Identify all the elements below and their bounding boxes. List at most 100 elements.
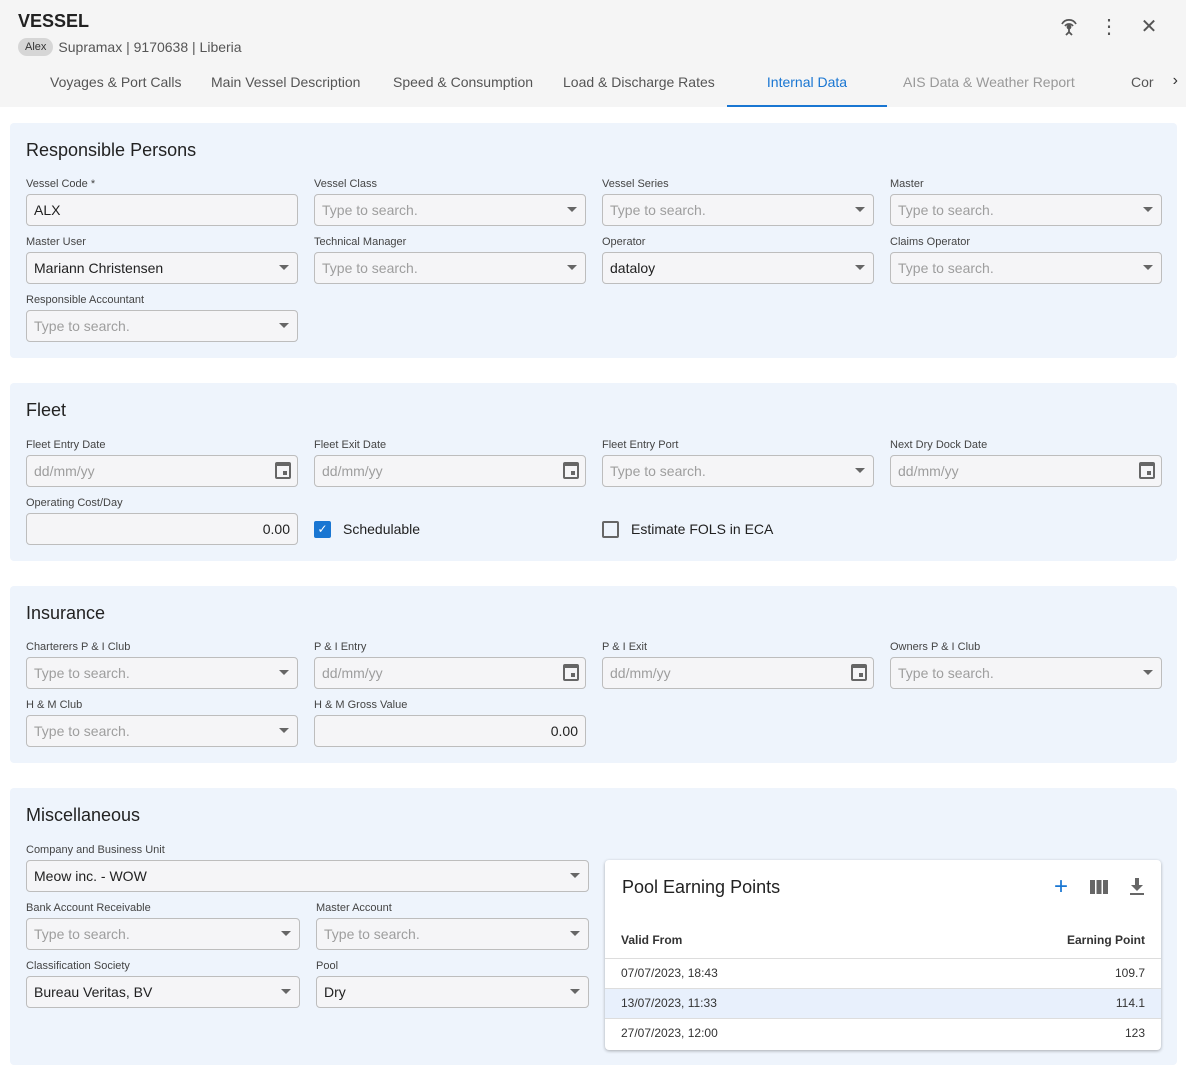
input-value: 0.00 — [550, 723, 578, 739]
dropdown-arrow-icon[interactable] — [567, 207, 577, 212]
bank-account-receivable-input[interactable]: Type to search. — [26, 918, 300, 950]
calendar-icon[interactable] — [1139, 462, 1155, 479]
charterers-p-i-club-input[interactable]: Type to search. — [26, 657, 298, 689]
company-and-business-unit-input[interactable]: Meow inc. - WOW — [26, 860, 589, 892]
close-icon[interactable]: ✕ — [1140, 15, 1158, 38]
p-i-exit-input[interactable]: dd/mm/yy — [602, 657, 874, 689]
table-row[interactable]: 27/07/2023, 12:00 123 — [605, 1018, 1161, 1048]
columns-icon[interactable] — [1089, 876, 1109, 898]
dropdown-arrow-icon[interactable] — [1143, 207, 1153, 212]
dropdown-arrow-icon[interactable] — [281, 989, 291, 994]
field-label: Responsible Accountant — [26, 294, 145, 306]
input-value: Type to search. — [322, 202, 418, 218]
cell-earning-point: 114.1 — [904, 988, 1161, 1019]
dropdown-arrow-icon[interactable] — [279, 670, 289, 675]
tab-internal-data[interactable]: Internal Data — [727, 64, 887, 107]
col-valid-from[interactable]: Valid From — [605, 922, 905, 959]
owners-p-i-club-field: Owners P & I Club Type to search. — [890, 641, 1162, 691]
classification-society-input[interactable]: Bureau Veritas, BV — [26, 976, 300, 1008]
checkbox-icon[interactable] — [602, 520, 619, 538]
dropdown-arrow-icon[interactable] — [567, 265, 577, 270]
responsible-accountant-input[interactable]: Type to search. — [26, 310, 298, 342]
add-icon[interactable]: + — [1053, 873, 1068, 900]
input-value: Type to search. — [610, 463, 706, 479]
checkbox-icon[interactable]: ✓ — [314, 520, 331, 538]
tab-main-description[interactable]: Main Vessel Description — [211, 74, 361, 90]
dropdown-arrow-icon[interactable] — [279, 265, 289, 270]
dropdown-arrow-icon[interactable] — [279, 728, 289, 733]
field-label: Claims Operator — [890, 236, 971, 248]
input-value: 0.00 — [262, 521, 290, 537]
cell-valid-from: 13/07/2023, 11:33 — [605, 988, 905, 1019]
antenna-signal-icon[interactable] — [1058, 14, 1080, 38]
tab-cor[interactable]: Cor — [1131, 74, 1154, 90]
more-vert-icon[interactable]: ⋮ — [1099, 15, 1119, 38]
checkbox-label: Estimate FOLS in ECA — [631, 521, 774, 537]
section-responsible-persons: Responsible Persons Vessel Code * ALX Vess… — [10, 123, 1177, 358]
tab-ais-weather[interactable]: AIS Data & Weather Report — [903, 74, 1075, 90]
dropdown-arrow-icon[interactable] — [281, 931, 291, 936]
calendar-icon[interactable] — [563, 664, 579, 681]
calendar-icon[interactable] — [563, 462, 579, 479]
field-label: Operator — [602, 236, 646, 248]
calendar-icon[interactable] — [275, 462, 291, 479]
cell-valid-from: 07/07/2023, 18:43 — [605, 958, 905, 989]
operator-input[interactable]: dataloy — [602, 252, 874, 284]
download-icon[interactable] — [1127, 876, 1147, 898]
chevron-right-icon[interactable]: › — [1172, 72, 1178, 89]
dropdown-arrow-icon[interactable] — [1143, 670, 1153, 675]
tab-speed-consumption[interactable]: Speed & Consumption — [393, 74, 534, 90]
vessel-series-input[interactable]: Type to search. — [602, 194, 874, 226]
calendar-icon[interactable] — [851, 664, 867, 681]
dropdown-arrow-icon[interactable] — [570, 989, 580, 994]
master-account-input[interactable]: Type to search. — [316, 918, 589, 950]
owners-p-i-club-input[interactable]: Type to search. — [890, 657, 1162, 689]
master-user-input[interactable]: Mariann Christensen — [26, 252, 298, 284]
table-row[interactable]: 13/07/2023, 11:33 114.1 — [605, 988, 1161, 1019]
field-label: Owners P & I Club — [890, 641, 981, 653]
cell-earning-point: 123 — [1124, 1026, 1145, 1041]
technical-manager-input[interactable]: Type to search. — [314, 252, 586, 284]
charterers-p-i-club-field: Charterers P & I Club Type to search. — [26, 641, 298, 691]
dropdown-arrow-icon[interactable] — [570, 873, 580, 878]
dropdown-arrow-icon[interactable] — [855, 265, 865, 270]
h-m-gross-value-input[interactable]: 0.00 — [314, 715, 586, 747]
dropdown-arrow-icon[interactable] — [279, 323, 289, 328]
classification-society-field: Classification Society Bureau Veritas, BV — [26, 960, 300, 1010]
field-label: Company and Business Unit — [26, 844, 165, 856]
master-field: Master Type to search. — [890, 178, 1162, 228]
estimate-fols-in-eca-checkbox[interactable]: Estimate FOLS in ECA — [602, 497, 874, 547]
input-value: Type to search. — [34, 926, 130, 942]
fleet-entry-date-field: Fleet Entry Date dd/mm/yy — [26, 439, 298, 489]
fleet-entry-date-input[interactable]: dd/mm/yy — [26, 455, 298, 487]
vessel-class-field: Vessel Class Type to search. — [314, 178, 586, 228]
dropdown-arrow-icon[interactable] — [855, 207, 865, 212]
input-value: dd/mm/yy — [322, 463, 383, 479]
vessel-code-input[interactable]: ALX — [26, 194, 298, 226]
p-i-entry-input[interactable]: dd/mm/yy — [314, 657, 586, 689]
col-earning-point[interactable]: Earning Point — [904, 922, 1161, 959]
operating-cost-day-input[interactable]: 0.00 — [26, 513, 298, 545]
h-m-club-input[interactable]: Type to search. — [26, 715, 298, 747]
schedulable-checkbox[interactable]: ✓ Schedulable — [314, 497, 586, 547]
tab-voyages[interactable]: Voyages & Port Calls — [50, 74, 182, 90]
dropdown-arrow-icon[interactable] — [570, 931, 580, 936]
tab-load-discharge[interactable]: Load & Discharge Rates — [563, 74, 715, 90]
vessel-header: VESSEL Alex Supramax | 9170638 | Liberia… — [0, 0, 1186, 107]
table-row[interactable]: 07/07/2023, 18:43 109.7 — [605, 958, 1161, 989]
claims-operator-input[interactable]: Type to search. — [890, 252, 1162, 284]
operating-cost-day-field: Operating Cost/Day 0.00 — [26, 497, 298, 547]
input-value: Type to search. — [898, 665, 994, 681]
h-m-gross-value-field: H & M Gross Value 0.00 — [314, 699, 586, 749]
next-dry-dock-date-input[interactable]: dd/mm/yy — [890, 455, 1162, 487]
fleet-entry-port-input[interactable]: Type to search. — [602, 455, 874, 487]
input-value: Type to search. — [34, 665, 130, 681]
vessel-class-input[interactable]: Type to search. — [314, 194, 586, 226]
pool-input[interactable]: Dry — [316, 976, 589, 1008]
p-i-entry-field: P & I Entry dd/mm/yy — [314, 641, 586, 691]
field-label: P & I Entry — [314, 641, 367, 653]
dropdown-arrow-icon[interactable] — [1143, 265, 1153, 270]
fleet-exit-date-input[interactable]: dd/mm/yy — [314, 455, 586, 487]
master-input[interactable]: Type to search. — [890, 194, 1162, 226]
dropdown-arrow-icon[interactable] — [855, 468, 865, 473]
